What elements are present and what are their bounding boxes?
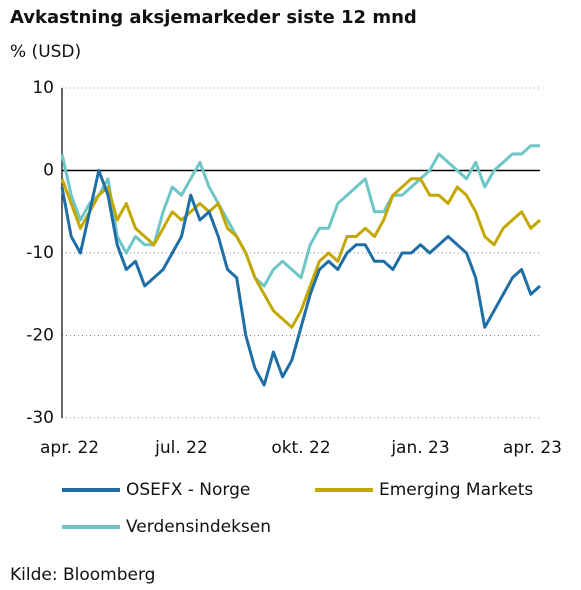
y-tick-label: -10 <box>26 243 54 263</box>
x-tick-label: jan. 23 <box>390 438 449 458</box>
legend-label: Emerging Markets <box>379 480 533 500</box>
x-tick-label: okt. 22 <box>271 438 330 458</box>
y-tick-label: -30 <box>26 408 54 428</box>
source-note: Kilde: Bloomberg <box>10 565 155 585</box>
y-tick-label: 0 <box>43 161 54 181</box>
x-tick-label: apr. 22 <box>40 438 99 458</box>
x-tick-label: jul. 22 <box>154 438 208 458</box>
x-tick-label: apr. 23 <box>503 438 562 458</box>
legend-label: Verdensindeksen <box>126 517 271 537</box>
legend-label: OSEFX - Norge <box>126 480 250 500</box>
y-tick-label: -20 <box>26 326 54 346</box>
data-line <box>60 144 540 288</box>
y-tick-label: 10 <box>32 78 54 98</box>
chart-subtitle: % (USD) <box>10 42 81 62</box>
chart-title: Avkastning aksjemarkeder siste 12 mnd <box>10 7 417 28</box>
data-line <box>60 169 542 387</box>
data-line <box>60 177 542 329</box>
